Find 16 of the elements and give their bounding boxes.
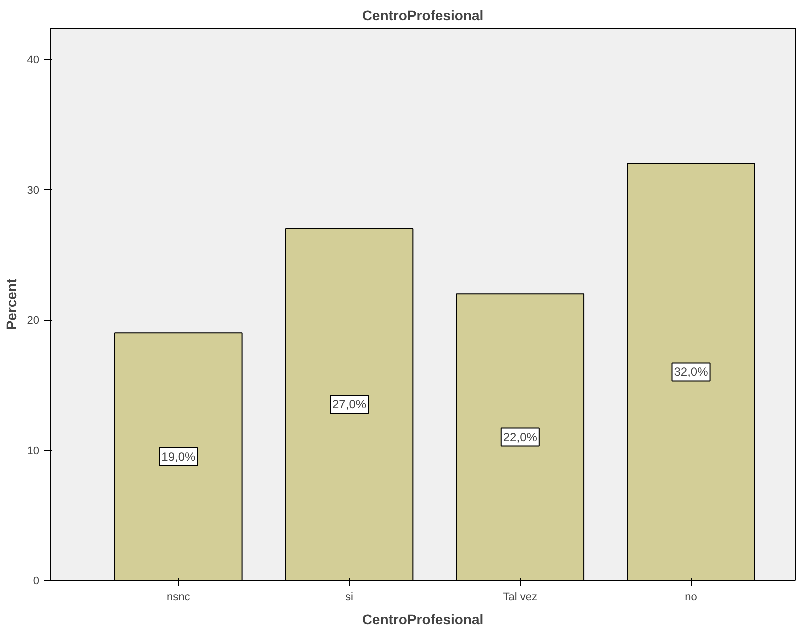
chart-title: CentroProfesional [362,8,484,24]
y-tick-label: 20 [27,315,40,328]
y-tick-label: 40 [27,54,40,67]
x-tick-label: nsnc [167,592,191,604]
y-axis-title: Percent [3,278,20,330]
data-label: 27,0% [332,398,367,412]
y-tick-label: 0 [33,576,40,588]
x-tick-label: si [346,592,354,604]
data-label: 32,0% [674,365,709,380]
y-tick-label: 10 [27,445,40,458]
x-axis-title: CentroProfesional [362,612,484,628]
y-tick-label: 30 [27,184,40,197]
data-label: 19,0% [162,450,196,464]
data-label: 22,0% [503,430,538,444]
x-tick-label: no [685,592,698,604]
x-tick-label: Tal vez [503,592,538,604]
